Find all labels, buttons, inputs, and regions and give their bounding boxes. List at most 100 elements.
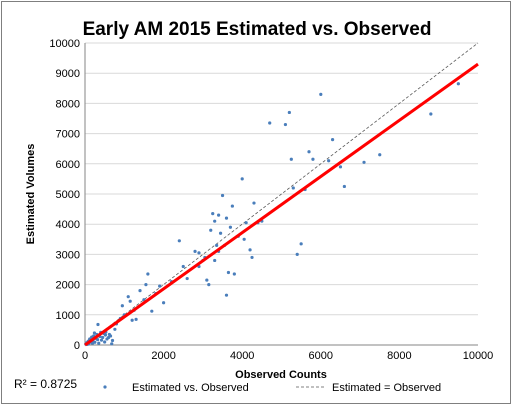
data-point bbox=[287, 110, 291, 115]
data-point bbox=[103, 340, 107, 344]
data-point bbox=[299, 242, 303, 246]
data-point bbox=[207, 283, 211, 287]
data-point bbox=[113, 327, 117, 331]
data-point bbox=[96, 322, 100, 327]
data-point bbox=[92, 331, 97, 335]
legend-marker-observed bbox=[103, 385, 107, 389]
data-point bbox=[232, 272, 236, 276]
data-point bbox=[177, 239, 181, 243]
data-point bbox=[126, 295, 130, 299]
y-axis-label: Estimated Volumes bbox=[25, 144, 37, 245]
data-point bbox=[197, 251, 201, 255]
data-point bbox=[110, 338, 115, 343]
r-squared-label: R² = 0.8725 bbox=[14, 377, 77, 391]
y-tick-label: 9000 bbox=[56, 68, 80, 80]
y-tick-label: 3000 bbox=[56, 249, 80, 261]
data-point bbox=[240, 177, 244, 181]
data-point bbox=[378, 153, 382, 157]
data-point bbox=[144, 283, 148, 287]
data-point bbox=[456, 82, 460, 86]
data-point bbox=[289, 157, 293, 161]
data-point bbox=[311, 157, 315, 161]
data-point bbox=[362, 160, 366, 164]
data-point bbox=[283, 122, 288, 127]
data-point bbox=[248, 248, 252, 252]
data-point bbox=[103, 333, 108, 337]
axes bbox=[84, 43, 478, 346]
y-tick-label: 10000 bbox=[49, 38, 80, 50]
x-tick-label: 6000 bbox=[309, 350, 333, 362]
data-point bbox=[193, 249, 197, 253]
y-tick-label: 0 bbox=[74, 340, 80, 352]
data-point bbox=[209, 228, 213, 232]
data-point bbox=[295, 252, 299, 256]
data-point bbox=[242, 237, 246, 241]
data-point bbox=[99, 338, 104, 342]
data-point bbox=[211, 212, 215, 216]
legend-label-observed: Estimated vs. Observed bbox=[132, 382, 249, 394]
data-point bbox=[181, 264, 185, 269]
data-point bbox=[220, 193, 225, 198]
data-point bbox=[205, 278, 209, 282]
x-axis-label: Observed Counts bbox=[235, 369, 327, 381]
linear-trendline bbox=[84, 62, 479, 347]
y-tick-label: 4000 bbox=[56, 219, 80, 231]
data-point bbox=[217, 213, 221, 217]
data-point bbox=[327, 159, 331, 163]
data-point bbox=[252, 201, 256, 205]
y-tick-label: 5000 bbox=[56, 189, 80, 201]
data-point bbox=[101, 335, 105, 340]
data-point bbox=[319, 92, 323, 96]
data-point bbox=[213, 258, 217, 263]
trendline bbox=[84, 62, 479, 347]
chart-title: Early AM 2015 Estimated vs. Observed bbox=[83, 19, 432, 40]
data-point bbox=[110, 342, 114, 346]
legend: Estimated vs. Observed Estimated = Obser… bbox=[103, 382, 441, 394]
data-point bbox=[342, 184, 346, 189]
data-point bbox=[230, 204, 234, 208]
x-tick-label: 2000 bbox=[151, 350, 175, 362]
data-point bbox=[97, 341, 101, 345]
y-tick-label: 6000 bbox=[56, 159, 80, 171]
data-point bbox=[218, 231, 223, 235]
x-tick-label: 4000 bbox=[230, 350, 254, 362]
data-point bbox=[307, 150, 311, 154]
data-point bbox=[90, 341, 95, 345]
data-point bbox=[95, 337, 100, 342]
data-point bbox=[138, 289, 142, 293]
data-point bbox=[215, 243, 219, 247]
data-point bbox=[226, 270, 231, 275]
data-point bbox=[338, 165, 343, 169]
data-point bbox=[162, 301, 166, 305]
x-tick-label: 10000 bbox=[463, 350, 494, 362]
y-tick-label: 2000 bbox=[56, 280, 80, 292]
x-tick-label: 8000 bbox=[387, 350, 411, 362]
data-point bbox=[228, 225, 233, 229]
y-tick-label: 1000 bbox=[56, 310, 80, 322]
data-point bbox=[429, 112, 433, 116]
data-point bbox=[244, 221, 248, 225]
legend-label-reference: Estimated = Observed bbox=[332, 382, 441, 394]
data-point bbox=[224, 293, 229, 297]
tick-labels: 0 1000 2000 3000 4000 5000 6000 7000 8000 9000 100… bbox=[49, 38, 493, 362]
gridlines bbox=[85, 42, 478, 316]
data-point bbox=[291, 186, 295, 190]
identity-line bbox=[84, 42, 479, 346]
x-tick-label: 0 bbox=[82, 350, 88, 362]
data-point bbox=[158, 284, 162, 288]
data-point bbox=[130, 318, 134, 322]
reference-line bbox=[84, 42, 479, 346]
data-point bbox=[330, 138, 335, 142]
data-point bbox=[268, 121, 272, 125]
data-point bbox=[108, 334, 113, 338]
y-tick-label: 7000 bbox=[56, 129, 80, 141]
data-point bbox=[134, 317, 138, 321]
data-point bbox=[213, 219, 217, 223]
data-point bbox=[150, 309, 154, 313]
data-point bbox=[185, 276, 189, 281]
data-point bbox=[250, 255, 254, 260]
y-tick-label: 8000 bbox=[56, 98, 80, 110]
data-point bbox=[146, 272, 150, 276]
